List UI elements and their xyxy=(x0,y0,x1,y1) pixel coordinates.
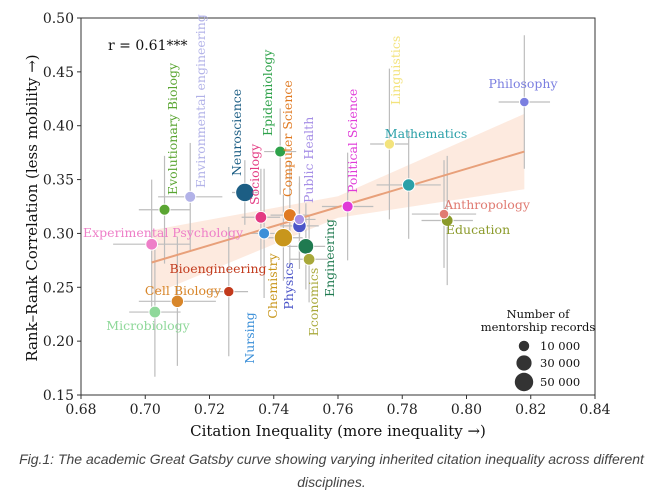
data-points xyxy=(145,96,530,319)
y-tick-label: 0.40 xyxy=(43,119,74,135)
label-cell-biology: Cell Biology xyxy=(145,283,222,298)
point-sociology xyxy=(254,210,268,224)
figure-caption: Fig.1: The academic Great Gatsby curve s… xyxy=(19,451,644,490)
label-sociology: Sociology xyxy=(247,143,262,205)
y-tick-label: 0.30 xyxy=(43,226,74,242)
label-computer-science: Computer Science xyxy=(280,80,295,197)
label-epidemiology: Epidemiology xyxy=(260,49,275,136)
point-epidemiology xyxy=(274,145,287,158)
y-tick-label: 0.50 xyxy=(43,11,74,27)
y-tick-label: 0.35 xyxy=(43,173,74,189)
point-linguistics xyxy=(383,138,396,150)
label-political-science: Political Science xyxy=(345,89,360,193)
label-experimental-psychology: Experimental Psychology xyxy=(83,225,244,240)
label-bioengineering: Bioengineering xyxy=(169,261,266,276)
x-tick-label: 0.70 xyxy=(130,402,161,418)
fit-line xyxy=(151,150,525,264)
y-tick-label: 0.15 xyxy=(43,388,74,404)
label-physics: Physics xyxy=(281,262,296,309)
point-political-science xyxy=(341,200,354,213)
size-legend: Number of mentorship records 10 000 30 00… xyxy=(481,307,596,392)
point-neuroscience xyxy=(235,182,255,203)
label-engineering: Engineering xyxy=(322,219,337,297)
label-evolutionary-biology: Evolutionary Biology xyxy=(165,62,180,195)
y-tick-label: 0.25 xyxy=(43,280,74,296)
point-chemistry xyxy=(273,228,294,248)
confidence-band xyxy=(151,113,525,295)
point-anthropology xyxy=(438,208,450,220)
y-tick-label: 0.20 xyxy=(43,334,74,350)
point-mathematics xyxy=(401,178,416,192)
label-nursing: Nursing xyxy=(242,312,257,363)
x-tick-label: 0.84 xyxy=(579,402,610,418)
x-tick-label: 0.68 xyxy=(65,402,96,418)
legend-title-line-2: mentorship records xyxy=(481,320,596,334)
point-experimental-psychology xyxy=(145,237,159,251)
y-axis-label: Rank–Rank Correlation (less mobility →) xyxy=(23,54,41,361)
label-microbiology: Microbiology xyxy=(106,318,190,333)
point-engineering xyxy=(297,238,315,255)
regression-line xyxy=(151,150,525,264)
x-axis-label: Citation Inequality (more inequality →) xyxy=(190,422,486,440)
label-economics: Economics xyxy=(306,268,321,337)
point-economics xyxy=(302,252,316,266)
x-tick-label: 0.80 xyxy=(451,402,482,418)
point-nursing xyxy=(258,227,271,240)
point-microbiology xyxy=(148,305,162,319)
point-environmental-engineering xyxy=(184,190,197,203)
point-bioengineering xyxy=(223,285,235,298)
label-philosophy: Philosophy xyxy=(488,76,558,91)
legend-label: 50 000 xyxy=(540,375,580,389)
point-evolutionary-biology xyxy=(158,203,171,216)
x-tick-label: 0.82 xyxy=(515,402,546,418)
label-neuroscience: Neuroscience xyxy=(229,89,244,176)
scatter-chart: Philosophy Linguistics Mathematics Anthropo… xyxy=(23,11,611,440)
legend-label: 30 000 xyxy=(540,356,580,370)
x-tick-label: 0.76 xyxy=(322,402,353,418)
legend-marker xyxy=(516,355,532,371)
point-philosophy xyxy=(519,96,530,108)
legend-marker xyxy=(518,340,530,352)
correlation-annotation: r = 0.61*** xyxy=(108,38,188,54)
legend-marker xyxy=(514,372,534,392)
label-mathematics: Mathematics xyxy=(385,126,467,141)
point-cell-biology xyxy=(170,294,185,308)
label-public-health: Public Health xyxy=(301,117,316,203)
point-public-health xyxy=(293,213,306,226)
legend-title-line-1: Number of xyxy=(507,307,571,321)
confidence-band-area xyxy=(151,113,525,295)
label-anthropology: Anthropology xyxy=(443,197,531,212)
y-tick-label: 0.45 xyxy=(43,65,74,81)
label-environmental-engineering: Environmental engineering xyxy=(193,14,208,188)
label-education: Education xyxy=(446,222,510,237)
legend-label: 10 000 xyxy=(540,339,580,353)
x-tick-label: 0.72 xyxy=(194,402,225,418)
label-linguistics: Linguistics xyxy=(388,36,403,105)
x-tick-label: 0.78 xyxy=(387,402,418,418)
point-labels: Philosophy Linguistics Mathematics Anthropo… xyxy=(83,14,558,364)
x-tick-label: 0.74 xyxy=(258,402,289,418)
y-axis-ticks: 0.15 0.20 0.25 0.30 0.35 0.40 0.45 0.50 xyxy=(43,11,81,404)
label-chemistry: Chemistry xyxy=(265,252,280,318)
x-axis-ticks: 0.68 0.70 0.72 0.74 0.76 0.78 0.80 0.82 0.84 xyxy=(65,395,611,418)
